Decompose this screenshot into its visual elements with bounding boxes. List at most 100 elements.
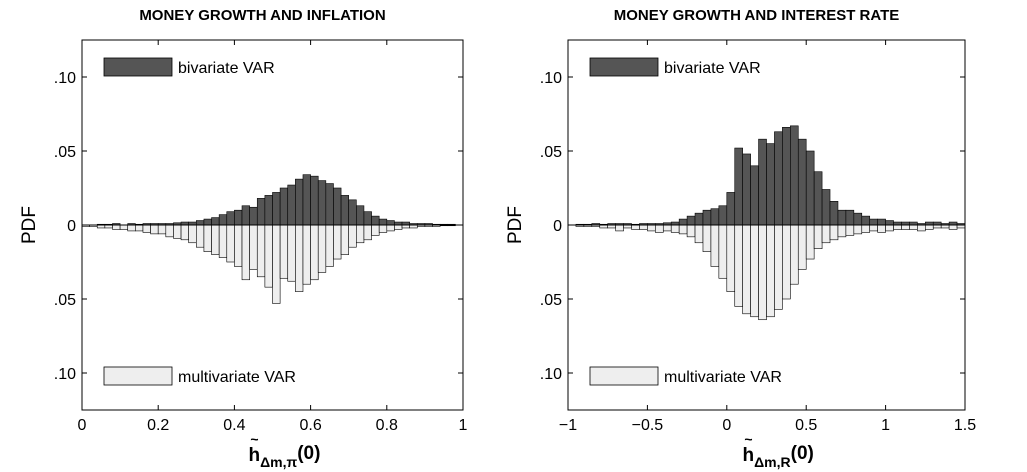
bar: [790, 125, 799, 226]
bar: [750, 165, 759, 226]
bar: [797, 224, 807, 270]
bar: [702, 224, 712, 252]
y-axis-label: PDF: [505, 206, 526, 244]
bar: [256, 224, 266, 278]
bar: [287, 184, 296, 226]
bar: [734, 224, 743, 307]
x-label-symbol: h: [743, 445, 755, 466]
bar: [718, 224, 728, 279]
x-tick-label: 0.5: [795, 417, 817, 434]
y-tick-label: 0: [553, 218, 562, 235]
x-tick-label: 0: [722, 417, 731, 434]
x-label-subscript: Δm,π: [260, 454, 297, 470]
bar: [211, 224, 220, 255]
bar: [127, 224, 136, 232]
y-tick-label: .10: [540, 366, 562, 383]
x-label-accent: ~: [250, 431, 258, 447]
bar: [333, 224, 342, 260]
bar: [218, 214, 228, 226]
bar: [686, 224, 696, 238]
bar: [766, 224, 775, 318]
x-tick-label: 0: [78, 417, 87, 434]
bar: [766, 143, 775, 226]
bar: [386, 224, 395, 232]
bar: [317, 224, 327, 273]
bar: [188, 224, 197, 244]
bar: [750, 224, 759, 318]
bar: [694, 212, 704, 226]
bar: [302, 224, 311, 285]
y-tick-label: .05: [54, 144, 76, 161]
bar: [249, 206, 258, 226]
bar: [813, 224, 823, 249]
bar: [386, 220, 395, 226]
bar: [948, 224, 958, 230]
bar: [758, 224, 767, 321]
legend-label: multivariate VAR: [664, 369, 782, 386]
bar: [340, 195, 349, 226]
bar: [837, 209, 847, 226]
bar: [348, 224, 357, 248]
bar: [758, 138, 767, 226]
bar: [790, 224, 799, 285]
bar: [165, 224, 174, 238]
x-tick-label: 1.5: [954, 417, 976, 434]
bar: [869, 224, 878, 232]
bar: [742, 153, 751, 226]
bar: [837, 224, 847, 238]
bar: [180, 224, 189, 241]
legend-swatch: [589, 57, 659, 77]
bar: [647, 224, 656, 232]
bar: [869, 218, 878, 226]
bar: [861, 215, 871, 226]
bar: [142, 224, 151, 233]
legend-label: multivariate VAR: [178, 369, 296, 386]
bar: [861, 224, 871, 233]
bar: [150, 224, 159, 235]
bar: [734, 147, 743, 226]
bar: [678, 224, 688, 235]
bar: [310, 175, 319, 226]
bar: [356, 205, 365, 226]
bar: [264, 195, 273, 226]
y-tick-label: .05: [54, 292, 76, 309]
bar: [112, 224, 121, 230]
bar: [877, 218, 886, 226]
legend-label: bivariate VAR: [178, 60, 275, 77]
bar: [249, 224, 258, 270]
y-tick-label: .05: [540, 292, 562, 309]
x-tick-label: 0.8: [376, 417, 398, 434]
bar: [893, 224, 902, 230]
bar: [317, 180, 327, 226]
legend-swatch: [103, 57, 173, 77]
bar: [845, 224, 855, 236]
x-tick-label: −1: [559, 417, 577, 434]
bar: [877, 224, 886, 233]
y-tick-label: .05: [540, 144, 562, 161]
bar: [797, 138, 807, 226]
x-label-accent: ~: [744, 431, 752, 447]
x-label-argument: (0): [297, 443, 320, 464]
legend-label: bivariate VAR: [664, 60, 761, 77]
bar: [394, 224, 403, 230]
bar: [718, 205, 728, 226]
bar: [272, 224, 281, 304]
bar: [686, 215, 696, 226]
bar: [279, 224, 289, 279]
bar: [272, 192, 281, 226]
bar: [226, 224, 235, 263]
x-tick-label: −0.5: [632, 417, 664, 434]
bar: [295, 178, 304, 226]
bar: [196, 224, 205, 248]
bar: [340, 224, 349, 255]
bar: [774, 131, 783, 226]
bar: [845, 209, 855, 226]
bar: [670, 224, 680, 233]
bar: [157, 224, 167, 235]
bar: [295, 224, 304, 292]
y-tick-label: .10: [54, 70, 76, 87]
x-tick-label: 0.6: [299, 417, 321, 434]
bar: [829, 224, 839, 241]
bar: [853, 212, 863, 226]
bar: [378, 224, 388, 233]
